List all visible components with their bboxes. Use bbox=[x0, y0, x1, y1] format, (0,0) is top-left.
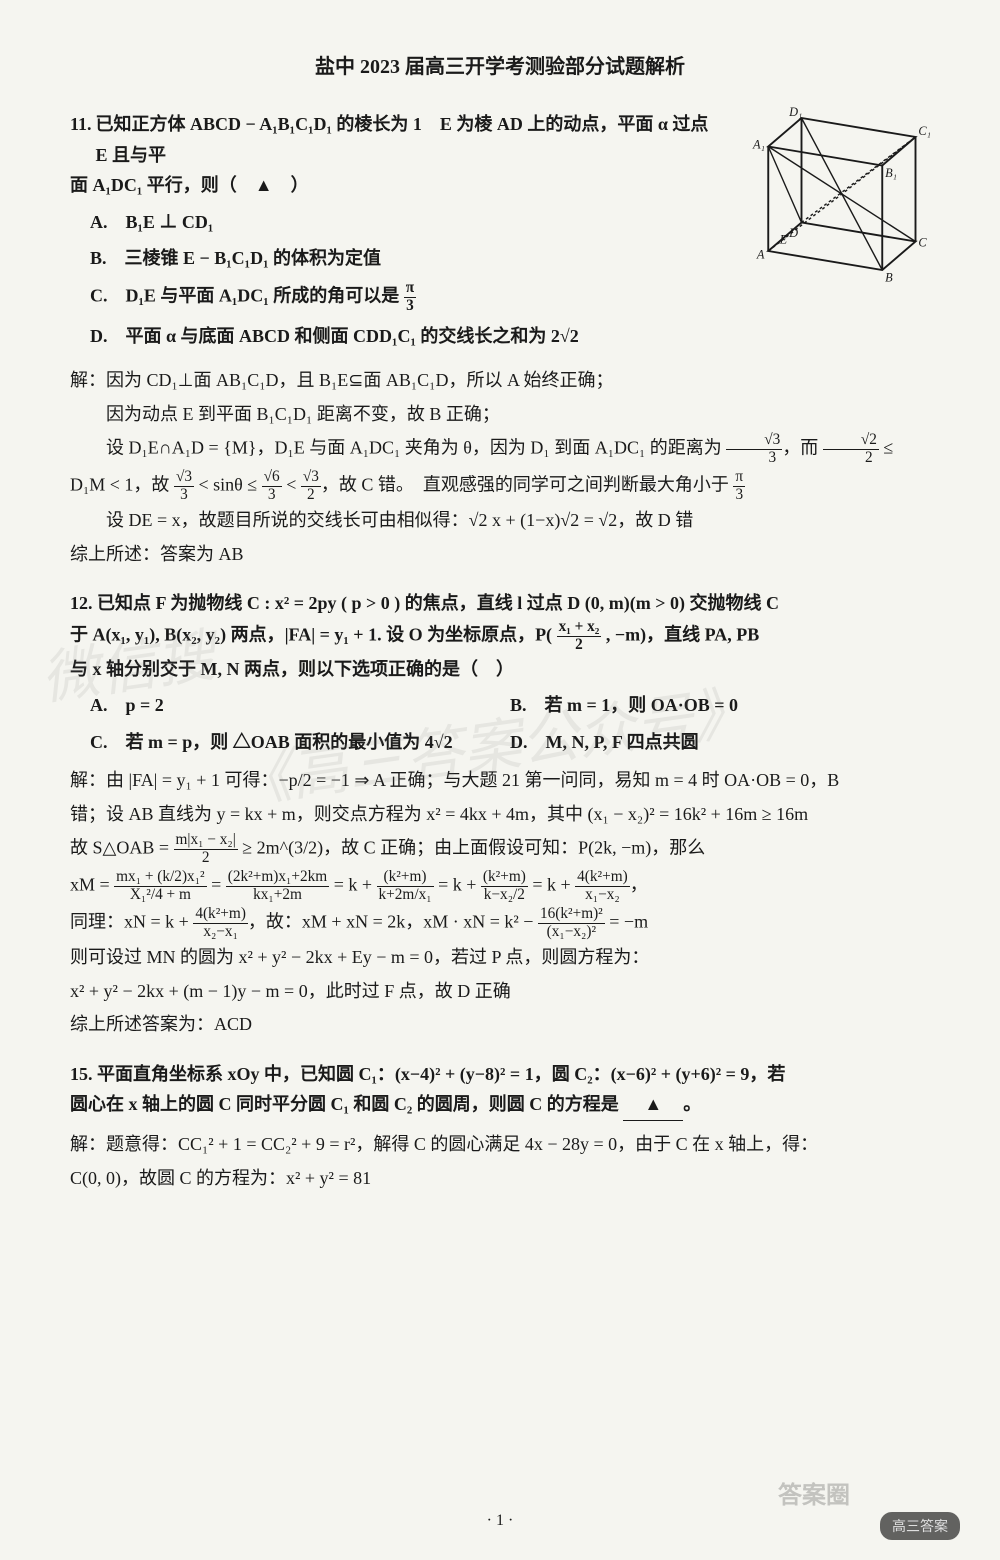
q11-optD: D. 平面 α 与底面 ABCD 和侧面 CDD₁C₁ 的交线长之和为 2√2 bbox=[70, 321, 930, 352]
svg-text:B₁: B₁ bbox=[885, 166, 897, 180]
svg-text:A: A bbox=[756, 248, 765, 262]
cube-diagram: A B C D A₁ B₁ C₁ D₁ E bbox=[730, 99, 930, 289]
q12-solution: 解：由 |FA| = y₁ + 1 可得：−p/2 = −1 ⇒ A 正确；与大… bbox=[70, 765, 930, 1040]
q12-number: 12. bbox=[70, 593, 93, 613]
q15-solution: 解：题意得：CC₁² + 1 = CC₂² + 9 = r²，解得 C 的圆心满… bbox=[70, 1129, 930, 1194]
q11-text: 已知正方体 ABCD − A₁B₁C₁D₁ 的棱长为 1 E 为棱 AD 上的动… bbox=[96, 109, 720, 170]
page-number: · 1 · bbox=[487, 1512, 514, 1530]
question-15: 15. 平面直角坐标系 xOy 中，已知圆 C₁：(x−4)² + (y−8)²… bbox=[70, 1059, 930, 1194]
svg-text:C: C bbox=[918, 235, 927, 249]
question-12: 12. 已知点 F 为抛物线 C : x² = 2py ( p > 0 ) 的焦… bbox=[70, 588, 930, 1040]
q12-optA: A. p = 2 bbox=[90, 690, 470, 721]
q11-number: 11. bbox=[70, 109, 92, 140]
q12-optB: B. 若 m = 1，则 OA·OB = 0 bbox=[510, 690, 890, 721]
svg-text:E: E bbox=[779, 232, 788, 246]
svg-text:A₁: A₁ bbox=[752, 137, 765, 151]
svg-text:D₁: D₁ bbox=[788, 105, 802, 119]
svg-text:C₁: C₁ bbox=[918, 124, 930, 138]
question-11: A B C D A₁ B₁ C₁ D₁ E 11. 已知正方体 ABCD − A… bbox=[70, 109, 930, 570]
footer-logo: 答案圈 bbox=[778, 1475, 850, 1510]
blank-fill: ▲ bbox=[623, 1089, 683, 1121]
svg-text:B: B bbox=[885, 270, 893, 284]
q12-text3: 与 x 轴分别交于 M, N 两点，则以下选项正确的是（ ） bbox=[70, 654, 930, 685]
page-title: 盐中 2023 届高三开学考测验部分试题解析 bbox=[70, 50, 930, 79]
footer-watermark: 高三答案 bbox=[880, 1512, 960, 1540]
q12-optD: D. M, N, P, F 四点共圆 bbox=[510, 727, 890, 758]
q12-optC: C. 若 m = p，则 △OAB 面积的最小值为 4√2 bbox=[90, 727, 470, 758]
q15-text1: 平面直角坐标系 xOy 中，已知圆 C₁：(x−4)² + (y−8)² = 1… bbox=[97, 1064, 785, 1084]
q11-solution: 解：因为 CD₁⊥面 AB₁C₁D，且 B₁E⊆面 AB₁C₁D，所以 A 始终… bbox=[70, 365, 930, 570]
svg-text:D: D bbox=[788, 226, 798, 240]
q12-text1: 已知点 F 为抛物线 C : x² = 2py ( p > 0 ) 的焦点，直线… bbox=[97, 593, 779, 613]
q15-number: 15. bbox=[70, 1064, 93, 1084]
